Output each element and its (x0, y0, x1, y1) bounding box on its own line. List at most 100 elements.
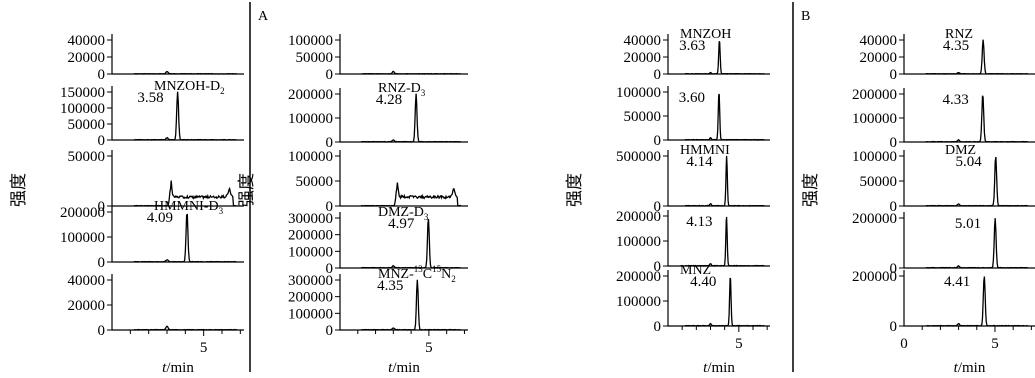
y-tick-label: 100000 (616, 85, 661, 101)
x-axis-label: t/min (703, 360, 735, 376)
y-tick-label: 50000 (296, 50, 334, 66)
y-tick-label: 100000 (288, 33, 333, 49)
y-tick-label: 0 (890, 135, 898, 151)
y-tick-label: 200000 (852, 211, 897, 227)
peak-retention-label: 4.35 (943, 38, 969, 54)
y-tick-label: 0 (654, 259, 662, 275)
x-tick-label: 5 (735, 336, 743, 352)
peak-retention-label: 3.60 (679, 90, 705, 106)
peak-retention-label: 4.97 (388, 216, 415, 232)
analyte-label: HMMNI-D3 (154, 199, 224, 216)
y-tick-label: 200000 (288, 87, 333, 103)
x-axis-label: t/min (954, 360, 986, 376)
y-tick-label: 0 (654, 67, 662, 83)
y-tick-label: 200000 (288, 228, 333, 244)
analyte-label: DMZ-D3 (378, 205, 429, 222)
chromatogram-trace (684, 93, 765, 141)
y-tick-label: 50000 (624, 109, 662, 125)
chromatogram-trace (133, 213, 237, 263)
peak-retention-label: 3.58 (137, 90, 163, 106)
y-tick-label: 100000 (852, 149, 897, 165)
subplot-axis (667, 150, 770, 207)
y-tick-label: 200000 (60, 205, 105, 221)
peak-retention-label: 3.63 (679, 38, 705, 54)
analyte-label: RNZ-D3 (378, 81, 426, 98)
subplot-axis (667, 270, 770, 327)
y-tick-label: 0 (890, 199, 898, 215)
analyte-label: DMZ (945, 143, 976, 158)
chromatogram-trace (684, 155, 765, 207)
subplot-axis (339, 88, 468, 143)
y-tick-label: 50000 (860, 174, 898, 190)
chromatogram-trace (361, 93, 462, 143)
y-tick-label: 0 (98, 199, 106, 215)
peak-retention-label: 4.14 (686, 154, 713, 170)
y-tick-label: 20000 (68, 298, 106, 314)
y-tick-label: 0 (326, 67, 334, 83)
y-tick-label: 0 (98, 323, 106, 339)
y-tick-label: 200000 (852, 87, 897, 103)
y-tick-label: 200000 (616, 269, 661, 285)
subplot-axis (339, 274, 468, 331)
analyte-label: MNZOH-D2 (154, 79, 225, 96)
y-tick-label: 0 (98, 67, 106, 83)
panel-label: B (801, 9, 810, 24)
peak-retention-label: 4.41 (944, 274, 970, 290)
y-tick-label: 40000 (860, 33, 898, 49)
subplot-axis (111, 206, 244, 263)
y-tick-label: 40000 (68, 33, 106, 49)
y-tick-label: 100000 (616, 294, 661, 310)
y-tick-label: 0 (98, 133, 106, 149)
panel-label: A (258, 9, 269, 24)
x-tick-label: 5 (200, 340, 208, 356)
y-tick-label: 20000 (860, 50, 898, 66)
y-tick-label: 0 (326, 135, 334, 151)
y-axis-label: 强度 (565, 173, 584, 207)
peak-retention-label: 4.09 (147, 210, 173, 226)
y-tick-label: 300000 (288, 211, 333, 227)
chromatogram-trace (925, 276, 1028, 327)
x-axis-label: t/min (162, 360, 194, 376)
peak-retention-label: 4.33 (943, 92, 969, 108)
y-tick-label: 0 (654, 199, 662, 215)
peak-retention-label: 4.40 (690, 274, 716, 290)
y-tick-label: 100000 (288, 111, 333, 127)
peak-retention-label: 4.13 (686, 214, 712, 230)
y-tick-label: 0 (890, 261, 898, 277)
y-tick-label: 100000 (852, 111, 897, 127)
chromatogram-trace (133, 180, 237, 207)
y-tick-label: 100000 (288, 244, 333, 260)
y-tick-label: 20000 (624, 50, 662, 66)
y-tick-label: 0 (654, 319, 662, 335)
y-tick-label: 100000 (60, 230, 105, 246)
chromatogram-trace (684, 216, 765, 267)
y-tick-label: 100000 (288, 149, 333, 165)
analyte-label: HMMNI (680, 143, 730, 158)
y-tick-label: 0 (654, 133, 662, 149)
chromatogram-trace (133, 325, 238, 331)
y-tick-label: 200000 (288, 290, 333, 306)
y-axis-label: 强度 (237, 173, 256, 207)
analyte-label: MNZOH (680, 27, 731, 42)
chromatogram-trace (361, 218, 462, 269)
chromatogram-trace (133, 91, 238, 141)
subplot-axis (339, 34, 468, 75)
y-tick-label: 20000 (68, 50, 106, 66)
y-tick-label: 0 (890, 319, 898, 335)
x-tick-label: 5 (425, 340, 433, 356)
x-axis-label: t/min (388, 360, 420, 376)
subplot-axis (111, 274, 244, 331)
y-tick-label: 100000 (60, 101, 105, 117)
y-tick-label: 0 (890, 67, 898, 83)
chromatogram-trace (361, 182, 462, 207)
y-tick-label: 100000 (288, 306, 333, 322)
y-tick-label: 500000 (616, 149, 661, 165)
peak-retention-label: 4.35 (377, 278, 403, 294)
chromatogram-trace (925, 95, 1028, 143)
x-tick-label: 5 (991, 336, 999, 352)
peak-retention-label: 5.01 (955, 216, 981, 232)
y-axis-label: 强度 (9, 173, 28, 207)
analyte-label: RNZ (945, 27, 973, 42)
analyte-label: MNZ (680, 263, 711, 278)
